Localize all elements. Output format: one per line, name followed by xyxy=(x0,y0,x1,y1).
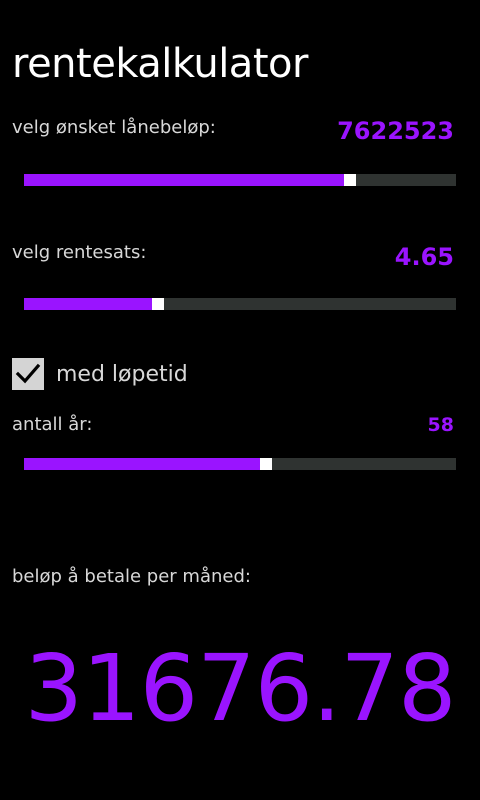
years-slider-fill xyxy=(24,458,266,470)
interest-rate-slider-thumb[interactable] xyxy=(152,298,164,310)
term-checkbox[interactable] xyxy=(12,358,44,390)
interest-rate-slider[interactable] xyxy=(24,298,456,310)
monthly-payment-value: 31676.78 xyxy=(24,635,457,742)
loan-amount-slider-thumb[interactable] xyxy=(344,174,356,186)
interest-rate-slider-fill xyxy=(24,298,158,310)
loan-amount-value: 7622523 xyxy=(337,117,454,145)
monthly-payment-label: beløp å betale per måned: xyxy=(12,566,251,587)
loan-amount-slider[interactable] xyxy=(24,174,456,186)
app-title: rentekalkulator xyxy=(12,41,308,87)
loan-amount-label: velg ønsket lånebeløp: xyxy=(12,117,216,138)
interest-rate-label: velg rentesats: xyxy=(12,242,147,263)
years-slider[interactable] xyxy=(24,458,456,470)
term-checkbox-label[interactable]: med løpetid xyxy=(56,362,188,387)
loan-amount-slider-fill xyxy=(24,174,350,186)
years-slider-thumb[interactable] xyxy=(260,458,272,470)
years-value: 58 xyxy=(427,414,454,436)
interest-rate-value: 4.65 xyxy=(394,243,454,271)
years-label: antall år: xyxy=(12,414,93,435)
checkmark-icon xyxy=(15,363,41,384)
